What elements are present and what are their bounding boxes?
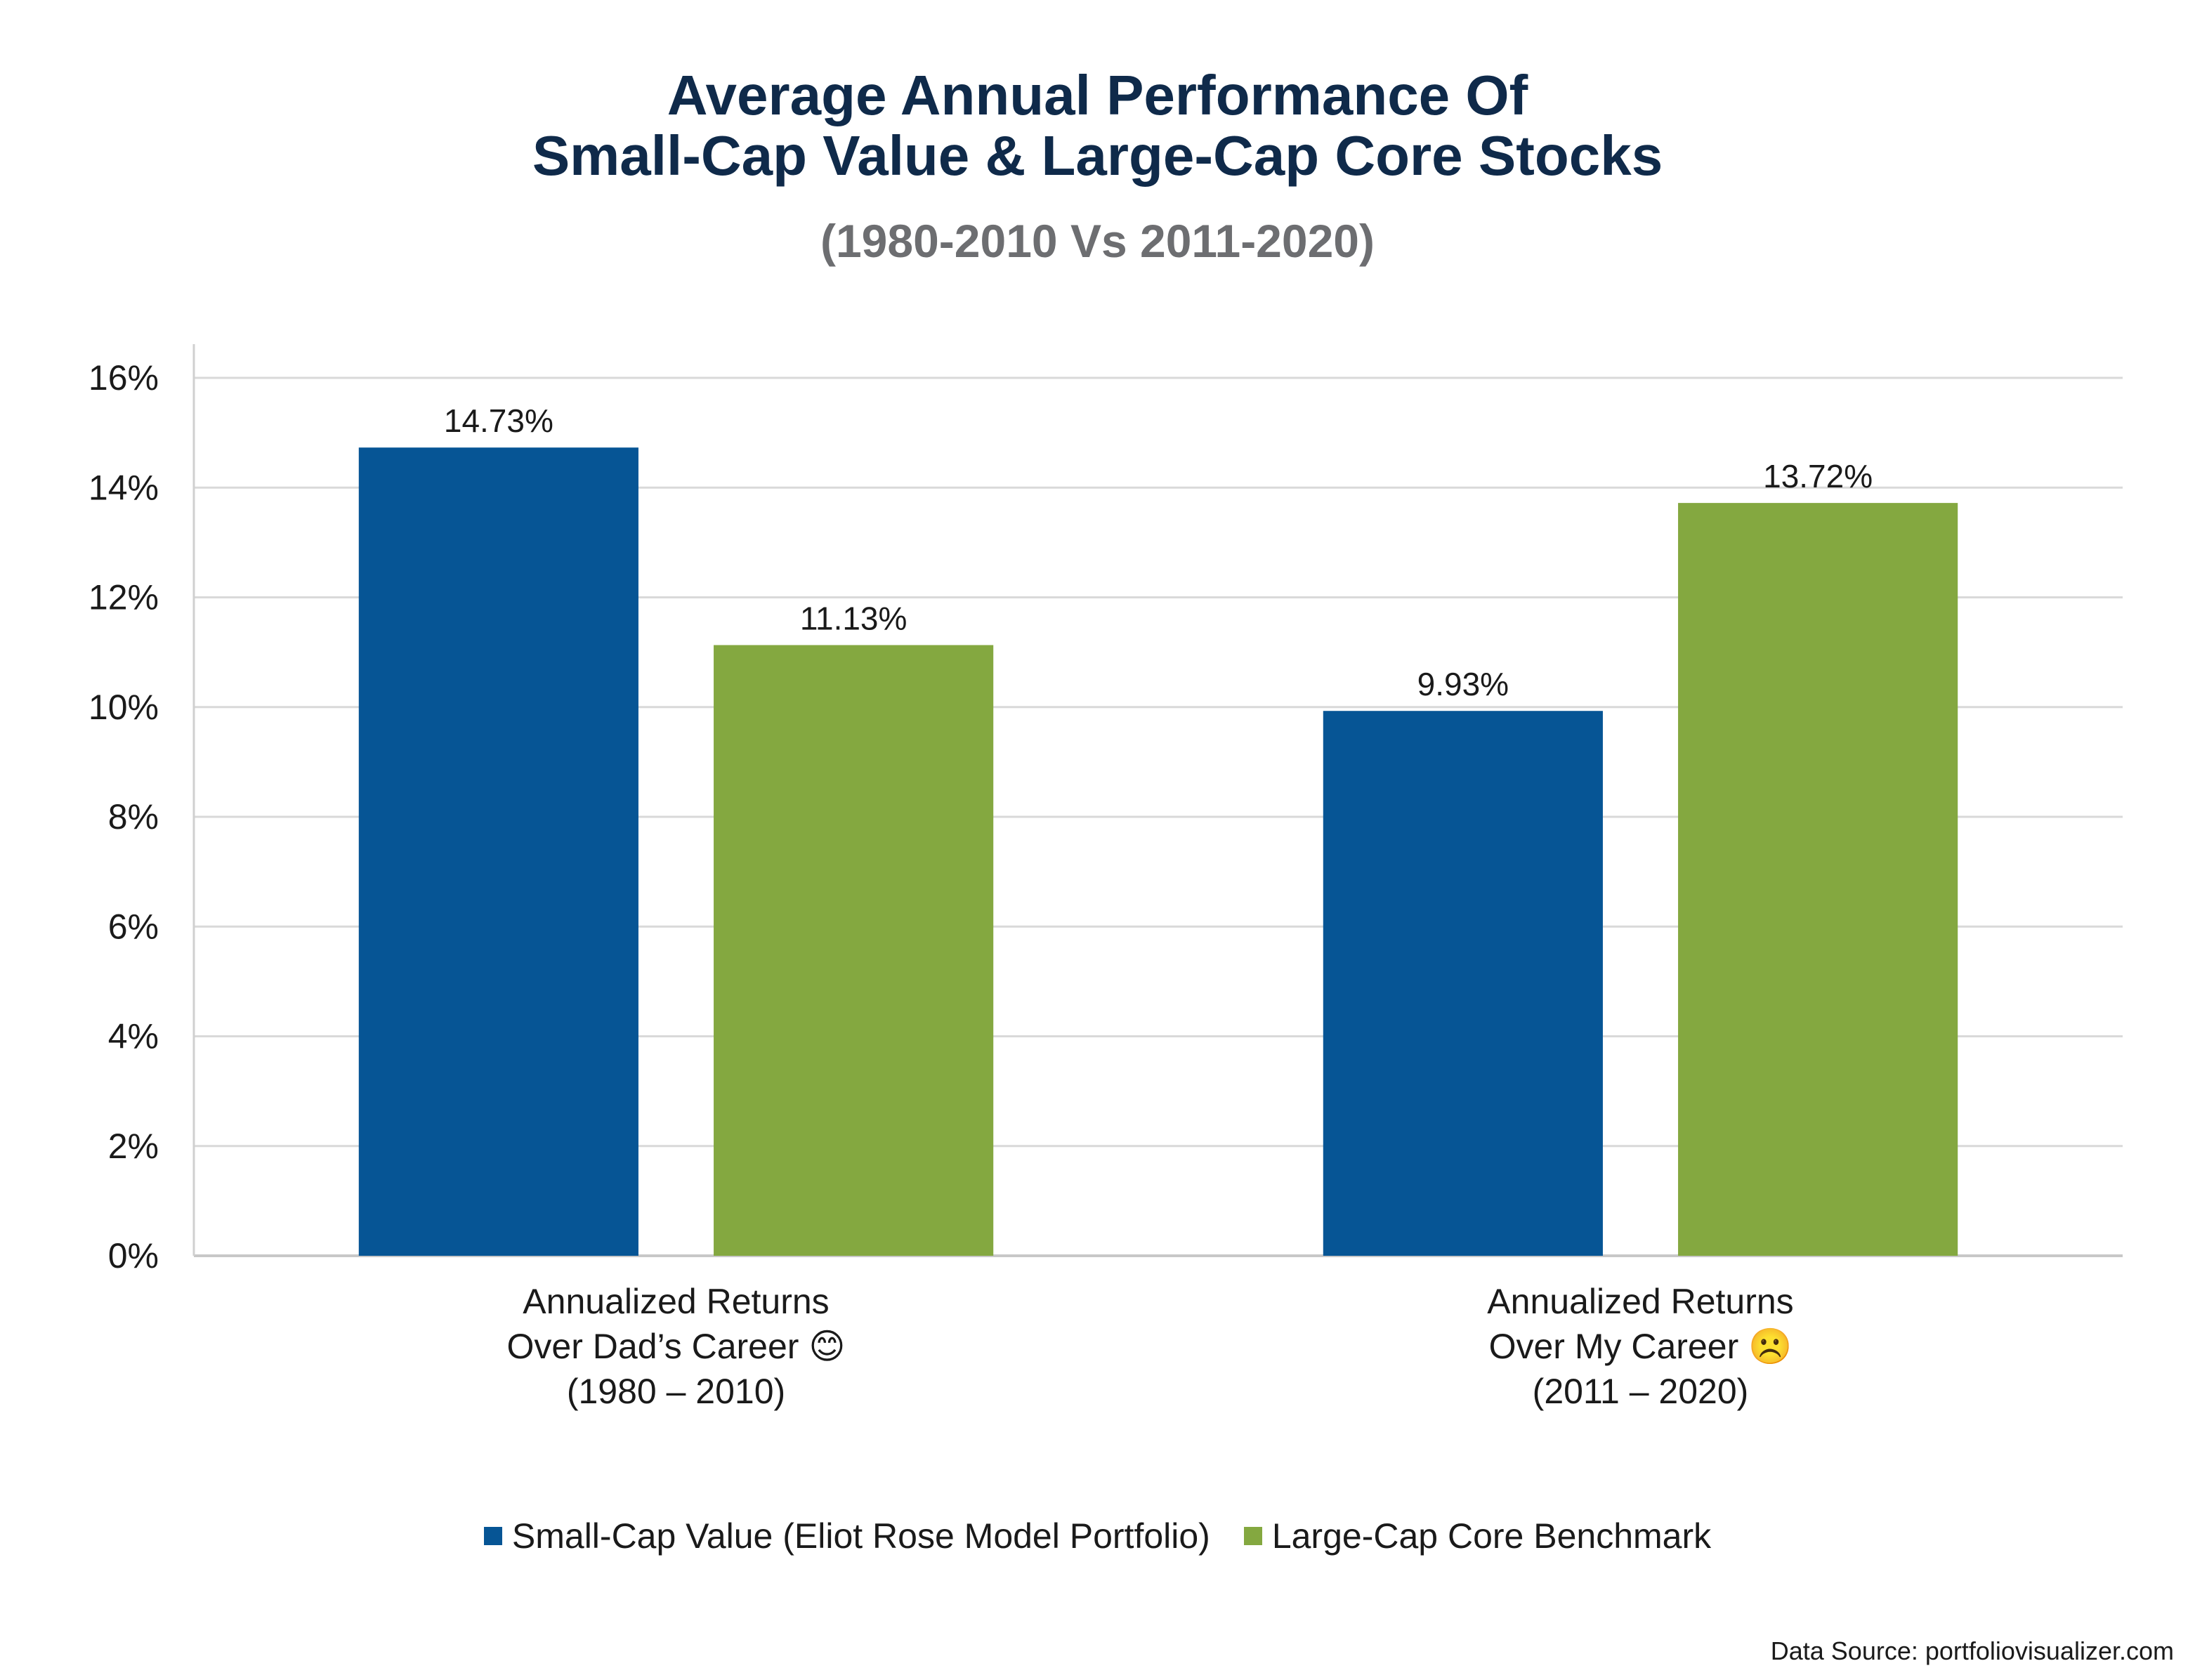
y-tick-label: 16% <box>89 358 159 398</box>
y-tick-label: 14% <box>89 468 159 507</box>
bar <box>1678 503 1958 1256</box>
y-tick-label: 0% <box>108 1236 159 1275</box>
data-label: 11.13% <box>800 600 908 636</box>
y-tick-label: 6% <box>108 907 159 946</box>
bar-chart: 0% 2% 4% 6% 8% 10% 12% 14% 16% 14.73% 11.13% Annual… <box>89 344 2123 1411</box>
data-label: 13.72% <box>1763 458 1873 494</box>
chart-title-line-1: Average Annual Performance Of <box>667 64 1528 126</box>
data-label: 9.93% <box>1417 666 1509 702</box>
y-tick-label: 12% <box>89 578 159 617</box>
bar <box>714 645 994 1256</box>
x-category-label: (2011 – 2020) <box>1533 1372 1749 1411</box>
legend: Small-Cap Value (Eliot Rose Model Portfo… <box>0 1516 2195 1556</box>
x-category-label: (1980 – 2010) <box>567 1372 785 1411</box>
legend-swatch-small-cap <box>483 1527 502 1545</box>
x-category-label: Over Dad’s Career 😊 <box>507 1327 846 1366</box>
legend-item-large-cap: Large-Cap Core Benchmark <box>1243 1516 1712 1556</box>
chart-subtitle: (1980-2010 Vs 2011-2020) <box>820 215 1375 267</box>
bar <box>1323 711 1603 1256</box>
legend-swatch-large-cap <box>1243 1527 1262 1545</box>
legend-label-small-cap: Small-Cap Value (Eliot Rose Model Portfo… <box>511 1516 1210 1556</box>
x-category-label: Annualized Returns <box>1487 1282 1793 1321</box>
legend-item-small-cap: Small-Cap Value (Eliot Rose Model Portfo… <box>483 1516 1210 1556</box>
x-category-label: Over My Career ☹️ <box>1489 1327 1793 1366</box>
chart-title-line-2: Small-Cap Value & Large-Cap Core Stocks <box>532 124 1663 187</box>
data-source: Data Source: portfoliovisualizer.com <box>1770 1636 2174 1665</box>
y-tick-label: 8% <box>108 797 159 836</box>
legend-label-large-cap: Large-Cap Core Benchmark <box>1271 1516 1712 1556</box>
y-tick-label: 2% <box>108 1127 159 1166</box>
y-tick-label: 4% <box>108 1017 159 1056</box>
bar <box>358 447 638 1256</box>
x-category-label: Annualized Returns <box>523 1282 829 1321</box>
y-tick-label: 10% <box>89 688 159 727</box>
data-label: 14.73% <box>444 402 553 439</box>
